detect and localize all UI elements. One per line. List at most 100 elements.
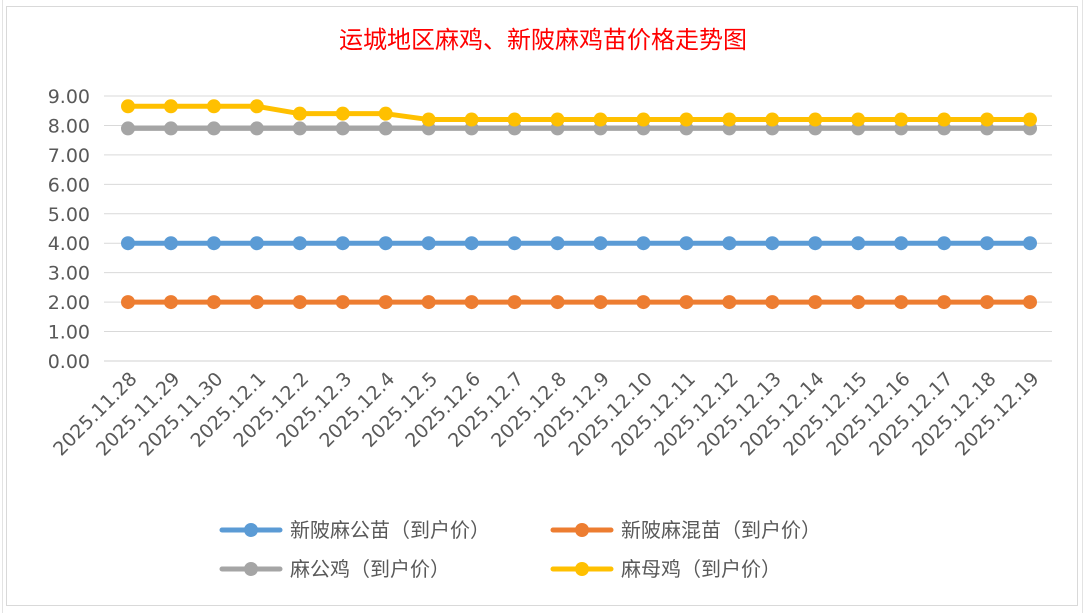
data-point [593,295,608,310]
data-point [593,236,608,251]
data-point [593,112,608,127]
data-point [121,99,135,114]
data-point [121,236,135,251]
gridlines [104,95,1052,362]
data-point [550,295,565,310]
legend-label: 麻公鸡（到户价） [290,557,450,581]
x-axis-ticks: 2025.11.282025.11.292025.11.302025.12.12… [49,368,1043,460]
data-point [722,236,737,251]
data-point [765,295,780,310]
data-point [206,99,221,114]
data-point [464,112,479,127]
y-tick-label: 5.00 [48,204,90,226]
data-point [421,295,436,310]
data-point [249,121,264,136]
data-point [679,295,694,310]
data-point [980,236,995,251]
y-tick-label: 8.00 [48,115,90,137]
y-tick-label: 2.00 [48,292,90,314]
data-point [722,295,737,310]
sheet-gridline [1082,0,1083,613]
data-point [1023,295,1037,310]
legend-item: 新陂麻公苗（到户价） [219,518,490,542]
data-point [636,236,651,251]
data-point [765,112,780,127]
data-point [249,295,264,310]
legend-item: 麻公鸡（到户价） [219,557,450,581]
data-point [550,236,565,251]
data-point [335,106,350,121]
data-point [1023,112,1037,127]
data-point [292,236,307,251]
y-tick-label: 7.00 [48,145,90,167]
series-lines [121,99,1037,310]
data-point [378,121,393,136]
legend-swatch-marker [575,562,589,576]
data-point [464,295,479,310]
data-point [249,236,264,251]
legend-label: 新陂麻混苗（到户价） [621,518,821,542]
legend-label: 新陂麻公苗（到户价） [290,518,490,542]
data-point [1023,236,1037,251]
series-2 [121,295,1037,310]
data-point [163,99,178,114]
legend-item: 新陂麻混苗（到户价） [550,518,821,542]
data-point [507,236,522,251]
y-tick-label: 1.00 [48,322,90,344]
data-point [937,295,952,310]
sheet-gridline [2,0,3,613]
legend-swatch-marker [575,523,589,537]
data-point [206,121,221,136]
data-point [851,295,866,310]
data-point [507,112,522,127]
legend-label: 麻母鸡（到户价） [621,557,781,581]
data-point [249,99,264,114]
y-tick-label: 3.00 [48,263,90,285]
data-point [507,295,522,310]
data-point [980,112,995,127]
legend-item: 麻母鸡（到户价） [550,557,781,581]
data-point [636,112,651,127]
data-point [206,236,221,251]
y-axis-ticks: 0.00 1.00 2.00 3.00 4.00 5.00 6.00 7.00 8.00 9.00 [48,86,90,373]
legend: 新陂麻公苗（到户价） 新陂麻混苗（到户价） 麻公鸡（到户价） 麻母鸡（到户价） [219,518,821,581]
data-point [121,295,135,310]
data-point [335,121,350,136]
data-point [464,236,479,251]
data-point [765,236,780,251]
data-point [808,236,823,251]
data-point [679,112,694,127]
y-tick-label: 0.00 [48,351,90,373]
data-point [851,236,866,251]
data-point [894,112,909,127]
data-point [722,112,737,127]
data-point [292,106,307,121]
series-1 [121,236,1037,251]
legend-swatch-marker [244,523,258,537]
y-tick-label: 4.00 [48,233,90,255]
data-point [851,112,866,127]
data-point [636,295,651,310]
data-point [894,236,909,251]
data-point [421,112,436,127]
data-point [937,112,952,127]
data-point [894,295,909,310]
data-point [808,112,823,127]
data-point [980,295,995,310]
y-tick-label: 6.00 [48,174,90,196]
data-point [679,236,694,251]
data-point [163,236,178,251]
data-point [292,121,307,136]
data-point [378,106,393,121]
data-point [335,295,350,310]
data-point [421,236,436,251]
data-point [378,236,393,251]
legend-swatch-marker [244,562,258,576]
y-tick-label: 9.00 [48,86,90,108]
data-point [335,236,350,251]
data-point [163,295,178,310]
data-point [206,295,221,310]
data-point [378,295,393,310]
series-4 [121,99,1037,127]
